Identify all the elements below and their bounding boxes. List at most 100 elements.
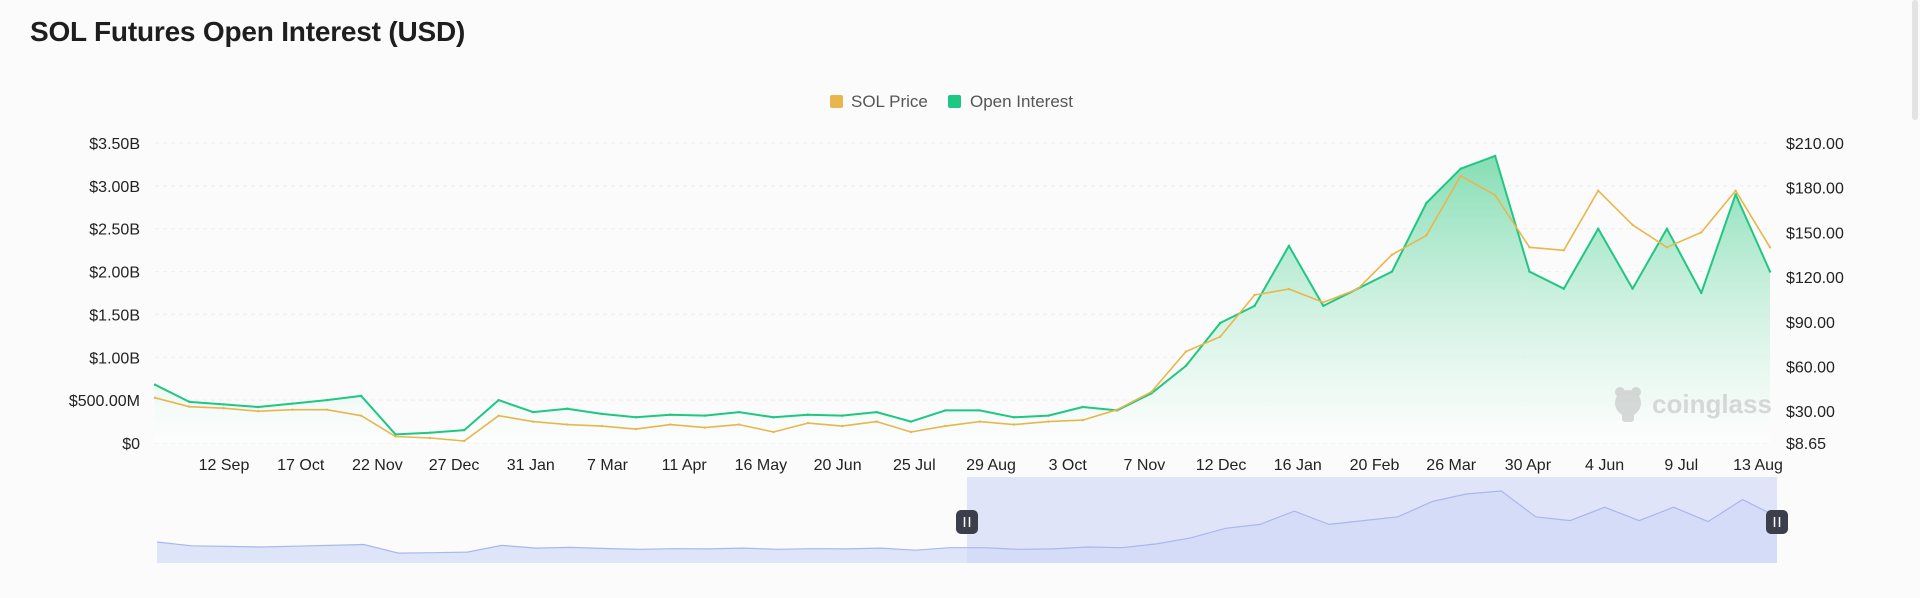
open-interest-point	[841, 414, 844, 417]
sol-price-point	[188, 405, 191, 408]
x-tick-label: 29 Aug	[966, 457, 1016, 474]
chart-legend: SOL Price Open Interest	[830, 92, 1073, 111]
open-interest-point	[222, 403, 225, 406]
sol-price-point	[1631, 223, 1634, 227]
legend-item-sol-price[interactable]: SOL Price	[830, 92, 928, 111]
sol-price-point	[1700, 231, 1703, 234]
y-axis-left: $0 $500.00M $1.00B $1.50B $2.00B $2.50B $3.00B…	[69, 136, 140, 453]
x-axis: 12 Sep 17 Oct 22 Nov 27 Dec 31 Jan 7 Mar 11 Ap…	[199, 457, 1783, 474]
open-interest-point	[1425, 201, 1428, 205]
sol-price-point	[1596, 189, 1600, 192]
x-tick-label: 7 Nov	[1124, 457, 1166, 474]
open-interest-point	[1665, 227, 1669, 230]
legend-label-open-interest: Open Interest	[970, 92, 1073, 111]
plot-area	[153, 154, 1772, 443]
x-tick-label: 20 Jun	[814, 457, 862, 474]
sol-price-point	[1390, 253, 1394, 256]
y-right-tick-label: $150.00	[1786, 225, 1844, 242]
open-interest-point	[1631, 287, 1634, 290]
open-interest-point	[1081, 405, 1084, 409]
sol-price-point	[1665, 246, 1669, 249]
open-interest-point	[1596, 227, 1600, 230]
sol-price-point	[428, 436, 432, 440]
open-interest-point	[188, 400, 191, 404]
open-interest-point	[1768, 270, 1772, 273]
y-left-tick-label: $3.00B	[89, 179, 140, 196]
y-right-tick-label: $180.00	[1786, 181, 1844, 198]
x-tick-label: 7 Mar	[587, 457, 629, 474]
x-tick-label: 16 Jan	[1274, 457, 1322, 474]
open-interest-point	[909, 420, 913, 423]
open-interest-point	[806, 413, 810, 416]
open-interest-area	[155, 155, 1770, 443]
sol-price-point	[1322, 301, 1325, 304]
open-interest-point	[566, 407, 569, 410]
open-interest-point	[1322, 304, 1325, 308]
sol-price-point	[1115, 408, 1119, 411]
sol-price-point	[1219, 335, 1222, 338]
open-interest-line	[154, 154, 1771, 436]
open-interest-point	[463, 428, 466, 432]
open-interest-point	[1562, 287, 1566, 290]
open-interest-point	[1287, 244, 1291, 248]
sol-price-point	[1493, 193, 1497, 197]
sol-price-point	[703, 426, 706, 429]
coinglass-logo-icon	[1615, 387, 1641, 422]
x-tick-label: 26 Mar	[1426, 457, 1476, 474]
x-tick-label: 30 Apr	[1505, 457, 1552, 474]
sol-price-point	[909, 430, 913, 434]
sol-price-point	[394, 435, 397, 438]
y-left-tick-label: $3.50B	[89, 136, 140, 153]
open-interest-point	[737, 410, 741, 414]
sol-price-point	[1150, 390, 1153, 394]
sol-price-point	[669, 423, 672, 426]
legend-label-sol-price: SOL Price	[851, 92, 928, 111]
open-interest-point	[394, 433, 397, 436]
y-left-tick-label: $2.00B	[89, 265, 140, 282]
sol-price-point	[1528, 246, 1531, 249]
open-interest-point	[1700, 291, 1703, 295]
open-interest-point	[634, 416, 638, 419]
legend-item-open-interest[interactable]: Open Interest	[948, 92, 1073, 111]
sol-price-point	[359, 414, 363, 417]
sol-price-point	[325, 408, 329, 411]
open-interest-point	[1459, 167, 1462, 170]
sol-price-point	[1253, 293, 1256, 297]
navigator-handle-right[interactable]	[1766, 510, 1788, 534]
sol-price-point	[1012, 423, 1016, 426]
x-tick-label: 27 Dec	[429, 457, 480, 474]
x-tick-label: 12 Dec	[1196, 457, 1247, 474]
y-right-tick-label: $120.00	[1786, 270, 1844, 287]
open-interest-point	[325, 398, 329, 402]
y-right-tick-label: $60.00	[1786, 359, 1835, 376]
sol-price-point	[566, 423, 569, 426]
open-interest-point	[428, 431, 432, 434]
open-interest-point	[1734, 193, 1737, 196]
y-left-tick-label: $0	[122, 436, 140, 453]
open-interest-point	[291, 402, 294, 405]
sol-price-point	[1184, 350, 1188, 353]
open-interest-point	[256, 405, 260, 409]
sol-price-point	[1356, 287, 1359, 291]
watermark-text: coinglass	[1652, 389, 1772, 419]
y-right-tick-label: $30.00	[1786, 404, 1835, 421]
open-interest-point	[1184, 364, 1188, 368]
x-tick-label: 13 Aug	[1733, 457, 1783, 474]
page-scrollbar[interactable]	[1912, 0, 1918, 120]
sol-price-point	[1081, 418, 1084, 422]
y-left-tick-label: $1.00B	[89, 350, 140, 367]
open-interest-point	[497, 398, 500, 402]
navigator-handle-left[interactable]	[956, 510, 978, 534]
sol-price-point	[153, 396, 157, 399]
sol-price-point	[634, 427, 638, 431]
x-tick-label: 17 Oct	[277, 457, 325, 474]
open-interest-point	[1047, 414, 1050, 417]
y-left-tick-label: $2.50B	[89, 222, 140, 239]
open-interest-point	[1253, 304, 1256, 308]
x-tick-label: 4 Jun	[1585, 457, 1624, 474]
sol-price-point	[463, 439, 466, 443]
y-right-tick-label: $90.00	[1786, 315, 1835, 332]
sol-price-point	[944, 424, 947, 428]
chart-navigator[interactable]	[156, 477, 1788, 563]
